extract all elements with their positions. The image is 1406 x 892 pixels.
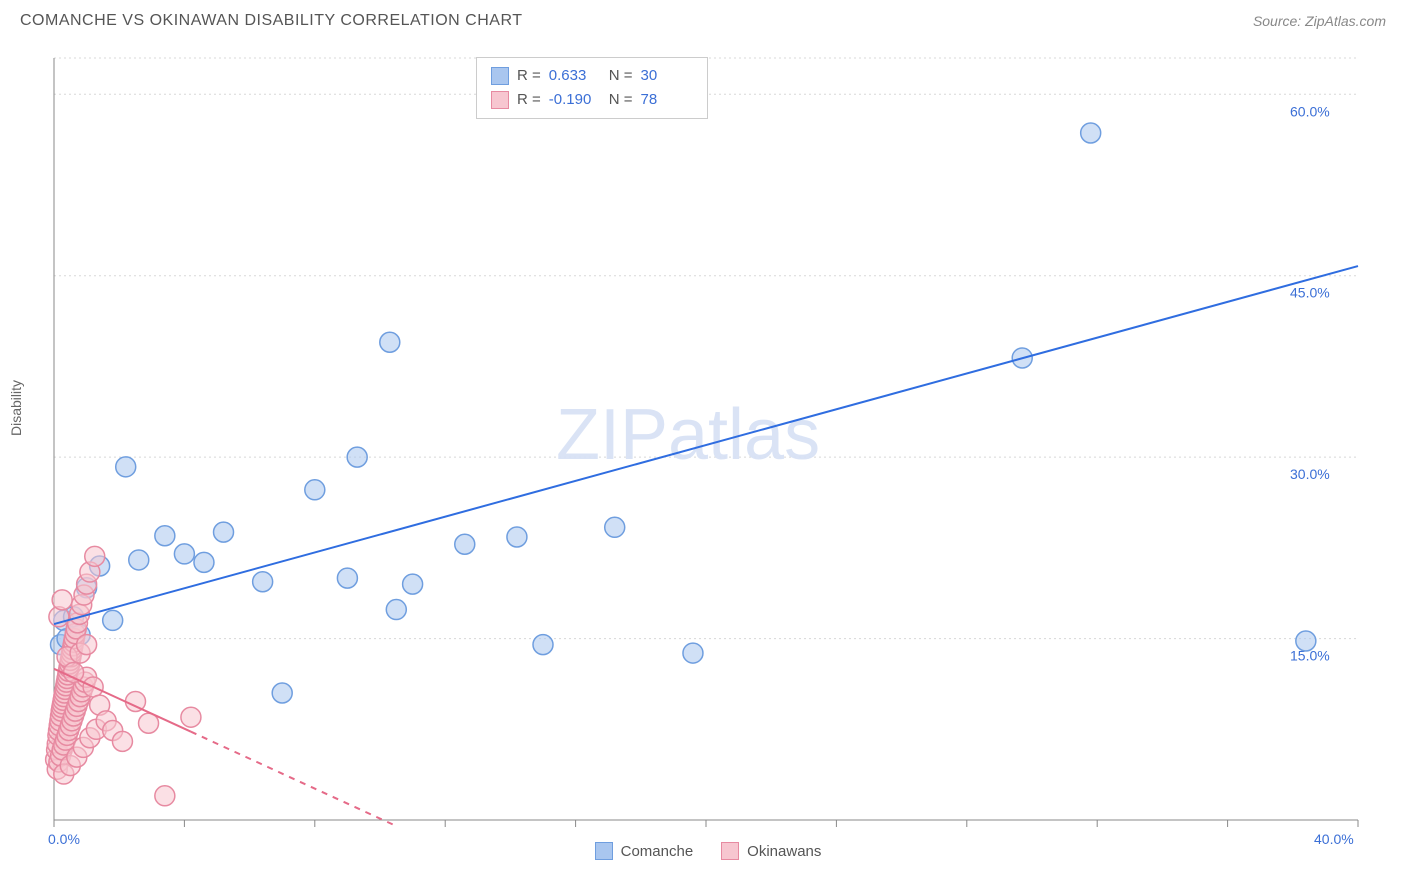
- swatch-okinawans: [491, 91, 509, 109]
- r-label: R =: [517, 88, 541, 112]
- r-value-okinawans: -0.190: [549, 88, 601, 112]
- r-value-comanche: 0.633: [549, 64, 601, 88]
- stats-legend: R = 0.633 N = 30 R = -0.190 N = 78: [476, 57, 708, 119]
- svg-text:ZIPatlas: ZIPatlas: [556, 395, 820, 475]
- legend-label: Comanche: [621, 843, 694, 860]
- legend-item-comanche: Comanche: [595, 842, 694, 860]
- legend-label: Okinawans: [747, 843, 821, 860]
- source-label: Source: ZipAtlas.com: [1253, 13, 1386, 29]
- svg-text:30.0%: 30.0%: [1290, 466, 1330, 482]
- swatch-comanche: [595, 842, 613, 860]
- stats-row-comanche: R = 0.633 N = 30: [491, 64, 693, 88]
- y-axis-label: Disability: [8, 380, 24, 436]
- r-label: R =: [517, 64, 541, 88]
- n-label: N =: [609, 64, 633, 88]
- n-value-okinawans: 78: [641, 88, 693, 112]
- stats-row-okinawans: R = -0.190 N = 78: [491, 88, 693, 112]
- n-value-comanche: 30: [641, 64, 693, 88]
- series-legend: Comanche Okinawans: [28, 842, 1388, 860]
- svg-text:60.0%: 60.0%: [1290, 103, 1330, 119]
- scatter-chart: 15.0%30.0%45.0%60.0%0.0%40.0%ZIPatlas: [28, 48, 1388, 868]
- n-label: N =: [609, 88, 633, 112]
- chart-title: COMANCHE VS OKINAWAN DISABILITY CORRELAT…: [20, 12, 523, 30]
- chart-area: Disability 15.0%30.0%45.0%60.0%0.0%40.0%…: [28, 48, 1388, 868]
- swatch-comanche: [491, 67, 509, 85]
- legend-item-okinawans: Okinawans: [721, 842, 821, 860]
- swatch-okinawans: [721, 842, 739, 860]
- svg-text:45.0%: 45.0%: [1290, 285, 1330, 301]
